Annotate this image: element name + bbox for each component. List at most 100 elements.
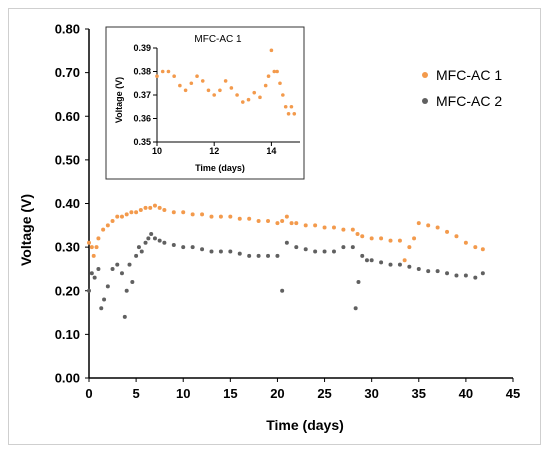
main-series-1-point xyxy=(181,210,186,215)
main-series-2-point xyxy=(360,253,365,258)
inset-y-tick-label: 0.38 xyxy=(133,67,151,77)
inset-series-1-point xyxy=(241,100,245,104)
main-series-2-point xyxy=(99,306,104,311)
main-series-1-point xyxy=(480,247,485,252)
main-series-2-point xyxy=(356,280,361,285)
main-series-1-point xyxy=(138,208,143,213)
main-series-2-point xyxy=(303,247,308,252)
inset-series-1-point xyxy=(263,83,268,88)
inset-series-1-point xyxy=(223,79,228,83)
main-y-tick-label: 0.20 xyxy=(55,283,80,298)
main-y-tick-label: 0.40 xyxy=(55,196,80,211)
main-series-1-point xyxy=(209,214,214,219)
main-y-tick-label: 0.80 xyxy=(55,22,80,37)
main-x-tick-label: 10 xyxy=(176,386,190,401)
main-series-2-point xyxy=(218,249,223,254)
main-y-tick-label: 0.50 xyxy=(55,152,80,167)
inset-series-1-point xyxy=(235,93,239,97)
inset-series-1-point xyxy=(269,48,274,53)
inset-series-1-point xyxy=(229,86,234,90)
inset-series-1-point xyxy=(195,74,199,78)
main-series-1-point xyxy=(105,223,110,228)
main-series-2-point xyxy=(143,240,148,245)
main-y-tick-label: 0.60 xyxy=(55,109,80,124)
main-x-tick-label: 0 xyxy=(85,386,92,401)
inset-data-points xyxy=(155,48,297,116)
main-series-1-point xyxy=(87,240,91,245)
inset-series-1-point xyxy=(292,112,297,116)
main-series-1-point xyxy=(402,258,407,263)
main-series-1-point xyxy=(275,221,280,226)
main-series-2-point xyxy=(134,253,139,258)
main-x-tick-label: 40 xyxy=(459,386,473,401)
main-series-2-point xyxy=(407,264,412,269)
main-data-points xyxy=(87,203,485,319)
main-series-1-point xyxy=(152,203,157,208)
main-series-2-point xyxy=(445,271,450,276)
main-series-1-point xyxy=(247,216,252,221)
main-series-2-point xyxy=(87,288,91,293)
main-x-tick-label: 20 xyxy=(270,386,284,401)
inset-series-1-point xyxy=(200,79,205,83)
main-x-tick-label: 25 xyxy=(317,386,331,401)
main-series-1-point xyxy=(171,210,176,215)
main-x-tick-label: 5 xyxy=(132,386,139,401)
main-series-2-point xyxy=(379,260,384,265)
main-series-1-point xyxy=(454,234,459,239)
inset-title: MFC-AC 1 xyxy=(194,34,242,45)
main-x-tick-label: 15 xyxy=(223,386,237,401)
y-axis-label: Voltage (V) xyxy=(18,194,34,266)
main-series-2-point xyxy=(110,266,115,271)
main-series-2-point xyxy=(124,288,129,293)
inset-series-1-point xyxy=(178,83,182,88)
main-series-2-point xyxy=(463,273,468,278)
inset-series-1-point xyxy=(283,104,288,109)
main-series-2-point xyxy=(275,253,280,258)
main-series-1-point xyxy=(143,205,148,210)
main-series-1-point xyxy=(294,221,299,226)
inset-axes xyxy=(153,47,300,146)
chart-frame xyxy=(8,8,541,445)
main-tick-labels: 0 5 10 15 20 25 30 35 40 45 0.00 0.10 0.20 0.30 0.40 0.… xyxy=(55,22,521,401)
main-series-1-point xyxy=(115,214,120,219)
main-series-1-point xyxy=(129,210,134,215)
inset-series-1-point xyxy=(183,88,188,93)
inset-series-1-point xyxy=(278,81,282,86)
main-x-tick-label: 45 xyxy=(506,386,520,401)
main-series-2-point xyxy=(473,275,478,280)
main-series-2-point xyxy=(237,251,242,256)
main-series-2-point xyxy=(416,266,421,271)
main-series-1-point xyxy=(355,232,360,237)
legend-marker-mfc-ac-2 xyxy=(422,98,428,104)
inset-series-1-point xyxy=(252,90,257,95)
main-series-1-point xyxy=(89,245,94,250)
main-series-2-point xyxy=(454,273,459,278)
main-series-2-point xyxy=(171,242,176,247)
main-series-2-point xyxy=(480,271,485,276)
main-series-1-point xyxy=(412,236,417,241)
inset-series-1-point xyxy=(286,112,291,116)
main-series-2-point xyxy=(190,245,195,250)
inset-series-1-point xyxy=(166,69,171,74)
inset-y-tick-label: 0.37 xyxy=(133,90,151,100)
legend-label-mfc-ac-1: MFC-AC 1 xyxy=(436,67,502,83)
main-series-2-point xyxy=(284,240,289,245)
inset-x-axis-label: Time (days) xyxy=(195,163,245,173)
inset-series-1-point xyxy=(272,69,277,74)
main-series-2-point xyxy=(435,269,440,274)
main-series-2-point xyxy=(256,253,261,258)
main-series-2-point xyxy=(322,249,327,254)
main-series-2-point xyxy=(96,266,101,271)
main-series-1-point xyxy=(473,245,478,250)
main-series-2-point xyxy=(266,253,271,258)
main-series-2-point xyxy=(102,297,107,302)
main-series-2-point xyxy=(369,258,374,263)
main-series-2-point xyxy=(139,249,144,254)
main-series-1-point xyxy=(341,227,346,232)
main-y-tick-label: 0.70 xyxy=(55,65,80,80)
main-series-2-point xyxy=(209,249,214,254)
main-series-2-point xyxy=(127,262,132,267)
main-series-2-point xyxy=(119,271,124,276)
main-series-1-point xyxy=(303,223,308,228)
legend-marker-mfc-ac-1 xyxy=(422,72,428,78)
